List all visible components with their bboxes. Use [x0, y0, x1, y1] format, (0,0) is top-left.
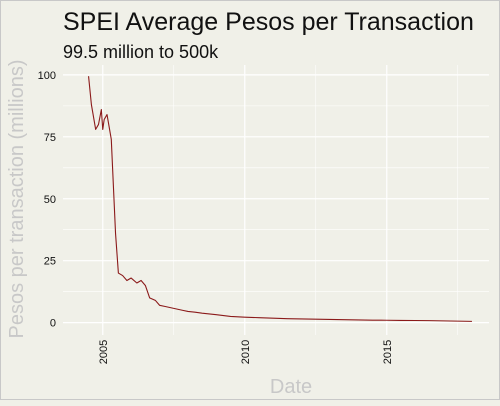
- plot-area: [63, 65, 489, 335]
- series-line-0: [88, 76, 472, 322]
- y-axis-label: Pesos per transaction (millions): [6, 60, 28, 339]
- y-tick-label: 0: [50, 318, 56, 330]
- x-tick-label: 2015: [382, 340, 394, 364]
- y-tick-label: 75: [44, 132, 56, 144]
- chart-title: SPEI Average Pesos per Transaction: [63, 8, 474, 36]
- x-axis-label: Date: [270, 376, 312, 398]
- y-tick-label: 100: [38, 70, 56, 82]
- x-tick-label: 2010: [240, 340, 252, 364]
- y-tick-label: 50: [44, 194, 56, 206]
- tick-labels: 2005 2010 2015 0 25 50 75 100: [38, 70, 394, 364]
- y-tick-label: 25: [44, 256, 56, 268]
- chart-subtitle: 99.5 million to 500k: [63, 42, 219, 62]
- series-layer: [88, 76, 472, 322]
- x-tick-label: 2005: [98, 340, 110, 364]
- grid-lines: [63, 65, 489, 335]
